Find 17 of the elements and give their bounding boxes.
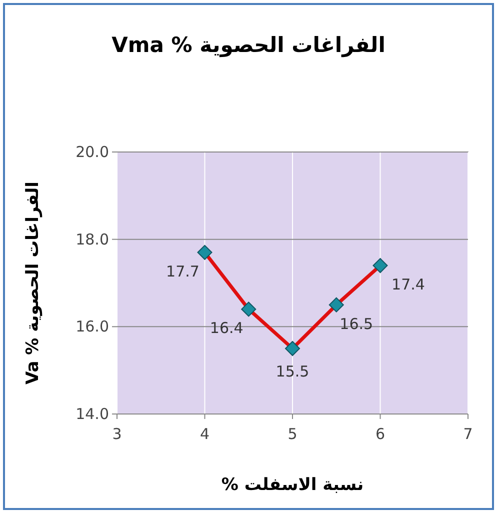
data-label: 17.7 [166,262,200,280]
x-tick-label: 6 [375,425,386,443]
y-tick-label: 20.0 [76,143,109,161]
y-tick-label: 14.0 [76,405,109,423]
y-tick-label: 16.0 [76,318,109,336]
x-tick-label: 7 [463,425,473,443]
y-axis-title: الفراغات الحصوية % Va [23,182,43,384]
y-tick-label: 18.0 [76,230,109,248]
x-axis-title: نسبة الاسفلت % [221,475,364,495]
x-tick-label: 3 [112,425,122,443]
data-label: 15.5 [276,362,310,380]
x-tick-label: 5 [288,425,298,443]
data-label: 17.4 [392,276,425,294]
chart-title: الفراغات الحصوية % Vma [112,33,386,58]
data-label: 16.5 [340,314,374,333]
x-tick-label: 4 [200,425,210,443]
data-label: 16.4 [210,319,244,338]
